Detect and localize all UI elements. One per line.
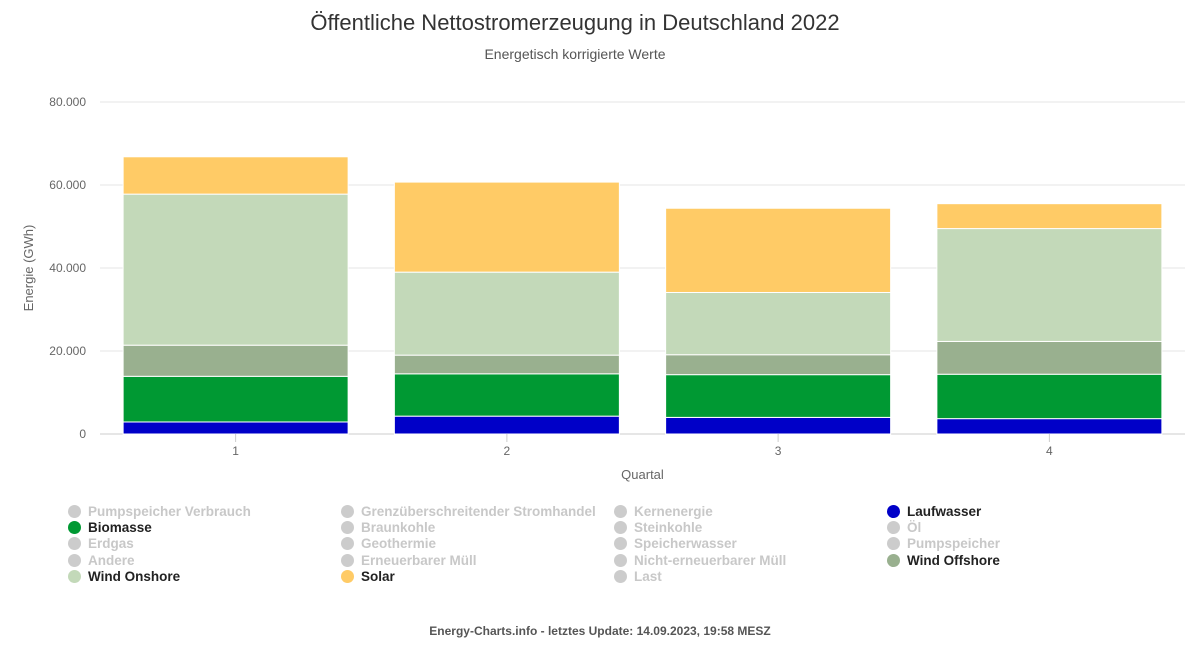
legend-label: Biomasse [88,520,152,536]
bar-segment[interactable] [393,181,620,273]
legend-marker-icon [341,569,354,583]
legend-item[interactable]: Erdgas [68,536,134,551]
legend-marker-icon [614,569,627,583]
bar-segment[interactable] [122,193,349,346]
legend-marker-icon [614,553,627,567]
legend-item[interactable]: Andere [68,553,135,568]
legend-item[interactable]: Geothermie [341,536,436,551]
bar-segment[interactable] [665,291,892,356]
legend-label: Speicherwasser [634,536,737,552]
bar-segment[interactable] [393,373,620,417]
bar-segment[interactable] [936,228,1163,342]
legend-item[interactable]: Wind Onshore [68,569,180,584]
legend-label: Last [634,568,662,584]
legend-label: Pumpspeicher [907,536,1001,552]
bar-segment[interactable] [665,416,892,435]
bar-segment[interactable] [122,375,349,423]
legend-marker-icon [614,537,627,551]
legend-item[interactable]: Wind Offshore [887,553,1000,568]
legend-marker-icon [68,553,81,567]
legend-item[interactable]: Nicht-erneuerbarer Müll [614,553,786,568]
legend-marker-icon [341,505,354,518]
legend-item[interactable]: Braunkohle [341,520,435,535]
bar-segment[interactable] [936,373,1163,420]
legend-item[interactable]: Kernenergie [614,504,713,519]
legend-item[interactable]: Last [614,569,662,584]
legend-item[interactable]: Speicherwasser [614,536,737,551]
legend-marker-icon [614,505,627,518]
legend-label: Laufwasser [907,504,982,519]
legend-item[interactable]: Pumpspeicher [887,536,1000,551]
bar-segment[interactable] [122,156,349,195]
legend-marker-icon [887,521,900,535]
legend-item[interactable]: Öl [887,520,921,535]
bar-segment[interactable] [936,418,1163,435]
legend-item[interactable]: Solar [341,569,395,584]
legend-marker-icon [68,505,81,518]
bar-segment[interactable] [393,354,620,375]
legend-item[interactable]: Pumpspeicher Verbrauch [68,504,251,519]
x-tick-label: 2 [504,444,511,458]
legend-marker-icon [68,537,81,551]
x-tick-label: 1 [232,444,239,458]
chart-plot: 0 20.000 40.000 60.000 80.000 Energie (GWh) 1 2… [21,95,1185,482]
legend-item[interactable]: Laufwasser [887,504,981,519]
legend-label: Wind Offshore [907,552,1000,568]
bar-segment[interactable] [122,344,349,377]
legend-label: Erdgas [88,536,134,552]
x-tick-label: 3 [775,444,782,458]
legend-item[interactable]: Steinkohle [614,520,702,535]
legend-item[interactable]: Grenzüberschreitender Stromhandel [341,504,596,519]
legend-item[interactable]: Erneuerbarer Müll [341,553,477,568]
legend-marker-icon [341,521,354,535]
legend-label: Steinkohle [634,520,703,536]
bar-segment[interactable] [665,207,892,293]
legend-label: Andere [88,552,135,568]
y-tick-label: 20.000 [49,344,86,358]
bar-segment[interactable] [936,340,1163,375]
legend-label: Pumpspeicher Verbrauch [88,504,251,519]
y-tick-label: 60.000 [49,178,86,192]
legend-label: Kernenergie [634,504,713,519]
legend-label: Grenzüberschreitender Stromhandel [361,504,596,519]
chart-title: Öffentliche Nettostromerzeugung in Deuts… [310,10,840,35]
bar-segment[interactable] [122,421,349,435]
footer-credit: Energy-Charts.info - letztes Update: 14.… [429,624,771,638]
x-tick-label: 4 [1046,444,1053,458]
legend-item[interactable]: Biomasse [68,520,152,535]
legend-label: Solar [361,568,395,584]
y-tick-label: 80.000 [49,95,86,109]
x-axis-title: Quartal [621,467,664,482]
legend-label: Wind Onshore [88,568,181,584]
legend-marker-icon [68,569,81,583]
legend-label: Öl [907,520,922,536]
legend-marker-icon [887,505,900,518]
legend-marker-icon [341,537,354,551]
bar-segment[interactable] [936,203,1163,230]
y-axis-title: Energie (GWh) [21,225,36,312]
bar-segment[interactable] [393,415,620,435]
legend-label: Geothermie [361,536,437,552]
legend-marker-icon [887,537,900,551]
legend-marker-icon [68,521,81,535]
chart-subtitle: Energetisch korrigierte Werte [484,46,666,62]
legend-marker-icon [341,553,354,567]
y-tick-label: 0 [79,427,86,441]
legend-label: Nicht-erneuerbarer Müll [634,552,787,568]
bar-segment[interactable] [393,271,620,356]
y-tick-label: 40.000 [49,261,86,275]
legend-marker-icon [887,553,900,567]
bar-segment[interactable] [665,374,892,418]
legend-label: Braunkohle [361,520,436,536]
legend-label: Erneuerbarer Müll [361,552,477,568]
legend-marker-icon [614,521,627,535]
bar-segment[interactable] [665,354,892,376]
